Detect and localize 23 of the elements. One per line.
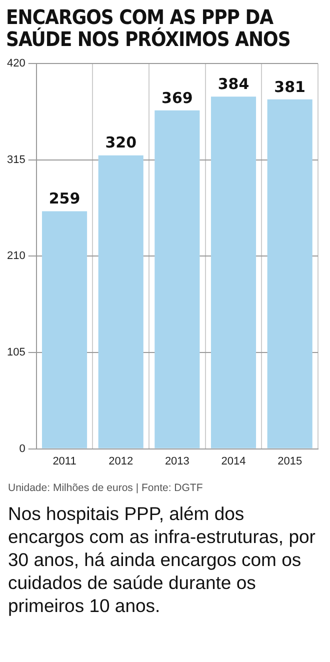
text: Nos hospitais PPP, além dos encargos com as infra-estruturas, por 30 anos, há ainda encargos com os cuidados de saúde durante os primeiros 10 anos. bbox=[8, 502, 316, 617]
x-tick-label: 2012 bbox=[108, 455, 134, 468]
y-tick-label: 0 bbox=[19, 442, 26, 455]
y-tick-label: 210 bbox=[6, 250, 26, 262]
x-tick-label: 2011 bbox=[52, 455, 76, 468]
x-tick-label: 2013 bbox=[164, 455, 190, 468]
y-tick-label: 315 bbox=[6, 154, 26, 166]
data-label: 259 bbox=[48, 190, 80, 208]
chart-title: ENCARGOS COM AS PPP DA SAÚDE NOS PRÓXIMOS ANOS bbox=[6, 5, 292, 51]
x-tick-label: 2015 bbox=[278, 455, 302, 468]
y-tick-label: 105 bbox=[6, 346, 26, 359]
bar bbox=[210, 96, 256, 448]
text: Unidade: Milhões de euros | Fonte: DGTF bbox=[8, 482, 204, 494]
bar bbox=[98, 155, 144, 448]
data-label: 320 bbox=[105, 134, 137, 152]
x-tick-label: 2014 bbox=[221, 455, 246, 468]
data-label: 381 bbox=[274, 78, 306, 96]
bar bbox=[42, 211, 88, 448]
bar bbox=[154, 110, 200, 448]
data-label: 369 bbox=[162, 88, 193, 107]
y-tick-label: 420 bbox=[6, 58, 26, 70]
bar bbox=[267, 99, 312, 448]
data-label: 384 bbox=[218, 75, 250, 94]
